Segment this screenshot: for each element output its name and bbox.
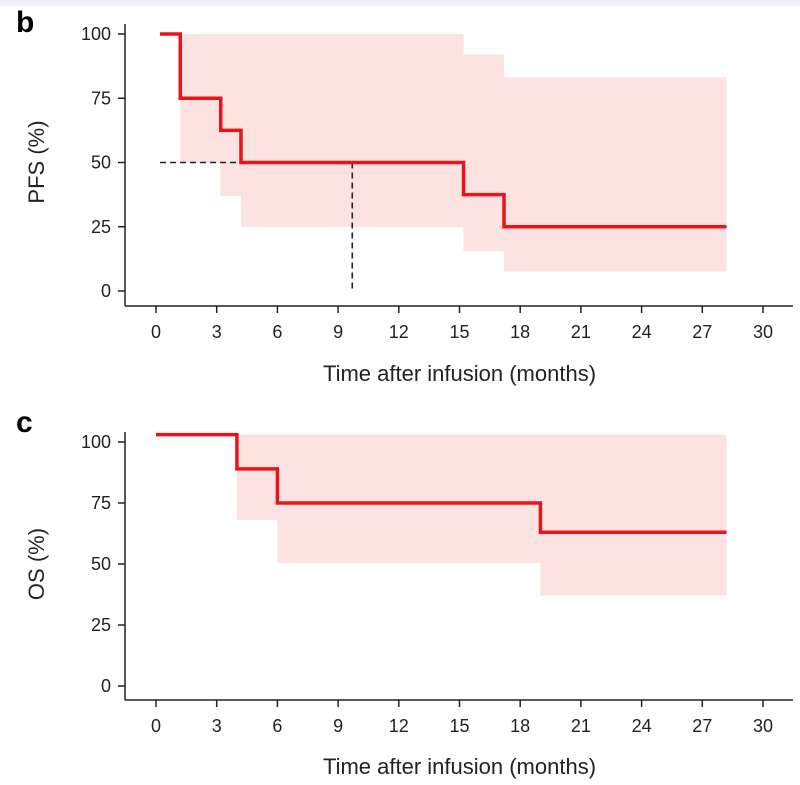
survival-step-line	[160, 32, 727, 229]
y-tick-label: 25	[91, 615, 111, 635]
pfs-x-axis-title: Time after infusion (months)	[323, 361, 596, 386]
pfs-ci-band	[180, 34, 727, 272]
x-tick-label: 6	[272, 322, 282, 342]
x-tick-label: 30	[753, 716, 773, 736]
x-tick-label: 0	[151, 322, 161, 342]
panel-label-b: b	[16, 6, 34, 39]
x-tick-label: 30	[753, 322, 773, 342]
ci-band-segment	[236, 434, 278, 521]
os-y-tick-labels: 0 25 50 75 100	[81, 432, 111, 696]
panel-c-os: c 0 25 50 75 100 0 3 6 9 12 15 18 21 24 …	[16, 406, 793, 779]
ci-band-segment	[504, 77, 727, 272]
os-ci-band	[236, 434, 727, 596]
y-tick-label: 0	[101, 676, 111, 696]
ci-band-segment	[277, 434, 541, 563]
x-tick-label: 6	[272, 716, 282, 736]
x-tick-label: 21	[571, 716, 591, 736]
x-tick-label: 18	[510, 322, 530, 342]
x-tick-label: 9	[333, 322, 343, 342]
panel-label-c: c	[16, 406, 33, 439]
top-band	[0, 0, 800, 6]
pfs-y-tick-labels: 0 25 50 75 100	[81, 24, 111, 301]
y-tick-label: 25	[91, 217, 111, 237]
y-tick-label: 50	[91, 153, 111, 173]
x-tick-label: 21	[571, 322, 591, 342]
x-tick-label: 27	[692, 322, 712, 342]
x-tick-label: 27	[692, 716, 712, 736]
x-tick-label: 3	[212, 322, 222, 342]
y-tick-label: 50	[91, 554, 111, 574]
x-tick-label: 18	[510, 716, 530, 736]
pfs-x-tick-labels: 0 3 6 9 12 15 18 21 24 27 30	[151, 322, 773, 342]
ci-band-segment	[463, 54, 505, 252]
y-tick-label: 75	[91, 493, 111, 513]
x-tick-label: 24	[632, 322, 652, 342]
y-tick-label: 75	[91, 88, 111, 108]
survival-step-line	[156, 432, 727, 535]
ci-band-segment	[220, 34, 241, 196]
x-tick-label: 0	[151, 716, 161, 736]
x-tick-label: 12	[389, 322, 409, 342]
os-x-tick-labels: 0 3 6 9 12 15 18 21 24 27 30	[151, 716, 773, 736]
y-tick-label: 0	[101, 281, 111, 301]
ci-band-segment	[540, 434, 727, 596]
x-tick-label: 12	[389, 716, 409, 736]
y-tick-label: 100	[81, 24, 111, 44]
os-y-axis-title: OS (%)	[24, 528, 49, 600]
os-curve	[156, 432, 727, 535]
x-tick-label: 15	[449, 322, 469, 342]
pfs-curve	[160, 32, 727, 229]
x-tick-label: 3	[212, 716, 222, 736]
pfs-axes	[118, 24, 793, 313]
y-tick-label: 100	[81, 432, 111, 452]
panel-b-pfs: b 0 25 50 75 100 0 3 6 9 12 15 18 21 24 …	[16, 6, 793, 386]
x-tick-label: 24	[632, 716, 652, 736]
x-tick-label: 15	[449, 716, 469, 736]
x-tick-label: 9	[333, 716, 343, 736]
pfs-y-axis-title: PFS (%)	[24, 120, 49, 203]
os-x-axis-title: Time after infusion (months)	[323, 754, 596, 779]
os-axes	[118, 432, 793, 707]
